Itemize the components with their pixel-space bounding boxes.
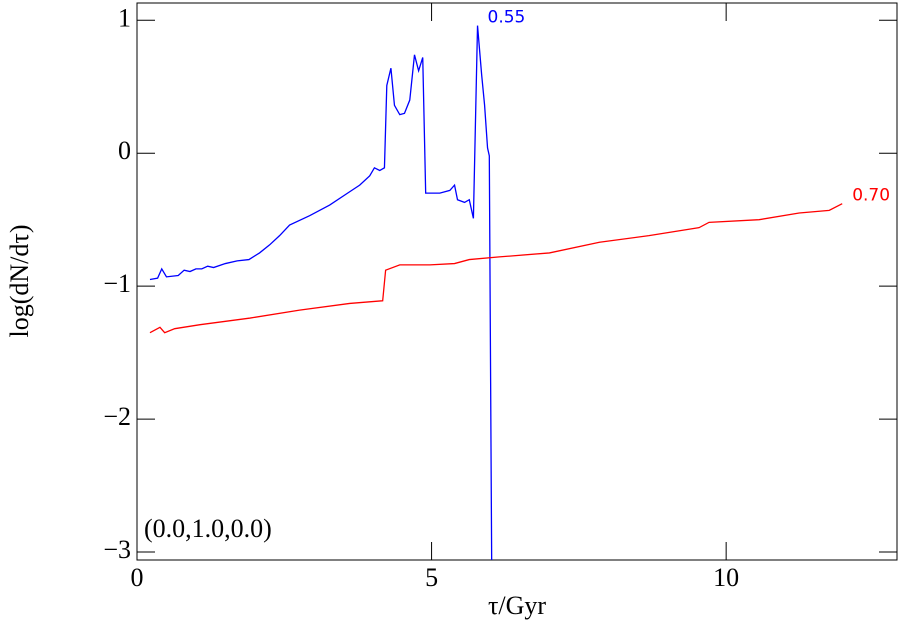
annotation: (0.0,1.0,0.0) — [144, 514, 272, 543]
y-tick-label: 0 — [118, 136, 131, 165]
x-tick-label: 10 — [713, 563, 739, 592]
series-line — [149, 203, 843, 334]
plot-frame — [136, 2, 898, 561]
y-tick-label: −2 — [103, 402, 131, 431]
x-tick-label: 5 — [425, 563, 438, 592]
series-line — [149, 25, 493, 561]
series-label: 0.55 — [488, 8, 526, 28]
x-axis-label: τ/Gyr — [488, 591, 546, 620]
y-tick-label: 1 — [118, 3, 131, 32]
x-tick-label: 0 — [131, 563, 144, 592]
y-tick-label: −1 — [103, 269, 131, 298]
y-tick-label: −3 — [103, 535, 131, 564]
y-axis-label: log(dN/dτ) — [5, 225, 34, 338]
series-label: 0.70 — [852, 186, 890, 206]
